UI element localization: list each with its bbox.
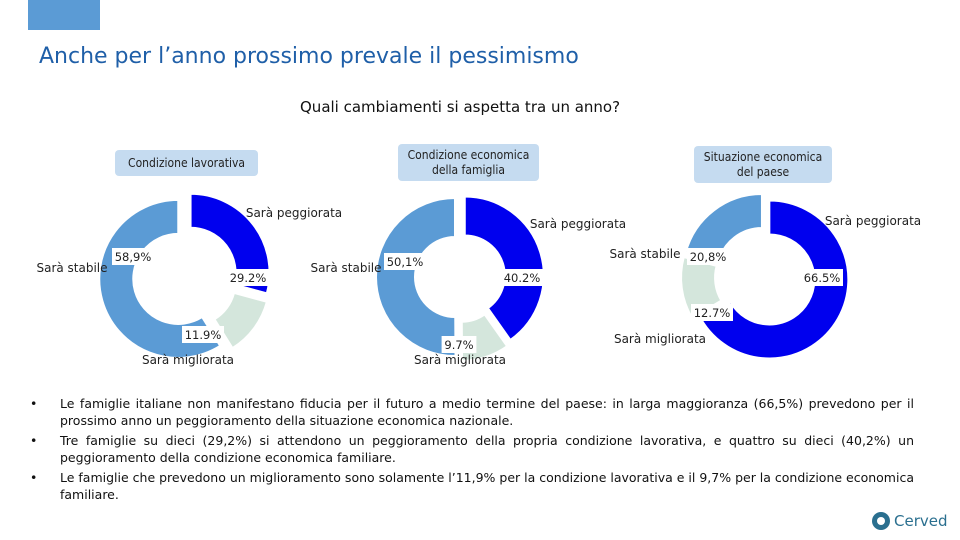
slice-peggiorata-0	[189, 192, 271, 295]
chart-title-famiglia: Condizione economica della famiglia	[398, 144, 539, 181]
slice-peggiorata-1	[463, 195, 545, 342]
slice-stabile-0	[98, 198, 222, 359]
value-label-stabile-2: 20,8%	[690, 250, 727, 264]
value-label-peggiorata-1: 40.2%	[504, 271, 541, 285]
value-label-peggiorata-2: 66.5%	[804, 271, 841, 285]
chart-question: Quali cambiamenti si aspetta tra un anno…	[300, 98, 621, 116]
value-label-bg-peggiorata-0	[227, 269, 269, 286]
value-label-bg-peggiorata-1	[501, 269, 543, 286]
category-label-migliorata-2: Sarà migliorata	[614, 332, 706, 346]
value-label-bg-stabile-1	[384, 253, 426, 270]
value-label-migliorata-2: 12.7%	[694, 306, 731, 320]
value-label-migliorata-1: 9.7%	[444, 338, 473, 352]
value-label-peggiorata-0: 29.2%	[230, 271, 267, 285]
value-label-bg-stabile-2	[687, 248, 729, 265]
cerved-logo-icon	[872, 512, 890, 530]
value-label-migliorata-0: 11.9%	[185, 328, 222, 342]
value-label-bg-migliorata-1	[441, 336, 477, 353]
category-label-stabile-2: Sarà stabile	[609, 247, 680, 261]
value-label-bg-stabile-0	[112, 248, 154, 265]
value-label-bg-migliorata-0	[182, 326, 224, 343]
slice-stabile-2	[684, 193, 763, 263]
category-label-peggiorata-0: Sarà peggiorata	[246, 206, 342, 220]
chart-title-lavorativa: Condizione lavorativa	[115, 150, 258, 176]
page-title: Anche per l’anno prossimo prevale il pes…	[39, 44, 579, 69]
slice-stabile-1	[374, 197, 457, 358]
category-label-stabile-0: Sarà stabile	[36, 261, 107, 275]
value-label-bg-peggiorata-2	[801, 269, 843, 286]
bullet-item: Le famiglie italiane non manifestano fid…	[30, 395, 914, 429]
bullet-item: Le famiglie che prevedono un miglioramen…	[30, 469, 914, 503]
value-label-bg-migliorata-2	[691, 304, 733, 321]
bullet-list: Le famiglie italiane non manifestano fid…	[30, 395, 914, 506]
category-label-peggiorata-2: Sarà peggiorata	[825, 214, 921, 228]
bullet-item: Tre famiglie su dieci (29,2%) si attendo…	[30, 432, 914, 466]
corner-accent	[28, 0, 100, 30]
category-label-migliorata-0: Sarà migliorata	[142, 353, 234, 367]
value-label-stabile-0: 58,9%	[115, 250, 152, 264]
chart-title-paese: Situazione economica del paese	[694, 146, 832, 183]
slice-migliorata-2	[680, 255, 723, 320]
category-label-peggiorata-1: Sarà peggiorata	[530, 217, 626, 231]
cerved-logo-text: Cerved	[894, 512, 948, 530]
category-label-stabile-1: Sarà stabile	[310, 261, 381, 275]
value-label-stabile-1: 50,1%	[387, 255, 424, 269]
category-label-migliorata-1: Sarà migliorata	[414, 353, 506, 367]
cerved-logo: Cerved	[872, 512, 948, 530]
